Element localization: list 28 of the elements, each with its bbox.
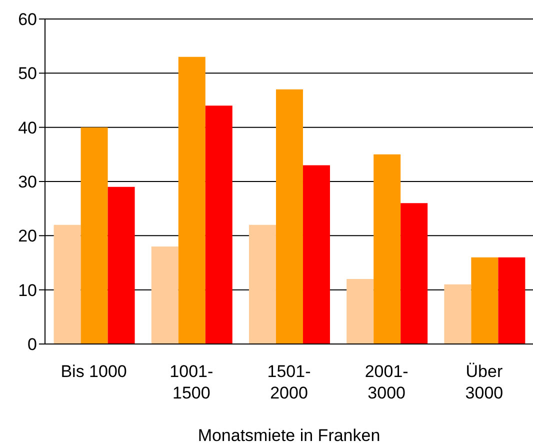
bar	[444, 284, 472, 344]
y-tick-label: 40	[18, 118, 37, 138]
x-tick-label: Bis 1000	[60, 362, 127, 381]
bar	[346, 279, 374, 344]
bar	[471, 257, 498, 344]
y-tick-label: 50	[18, 64, 37, 84]
x-axis-title: Monatsmiete in Franken	[198, 426, 380, 443]
y-tick-label: 10	[18, 280, 37, 300]
bar	[151, 246, 178, 344]
bar	[400, 203, 428, 344]
bar	[178, 56, 206, 344]
bar	[80, 127, 108, 344]
bar	[205, 106, 232, 344]
x-tick-label: Über 3000	[465, 362, 504, 402]
bar	[248, 224, 276, 344]
x-tick-label: 1501- 2000	[267, 362, 311, 402]
x-tick-label: 2001- 3000	[364, 362, 408, 402]
bar	[374, 154, 401, 344]
bar	[498, 257, 526, 344]
bar	[54, 224, 81, 344]
bar	[108, 186, 135, 344]
y-tick-label: 0	[28, 335, 37, 354]
y-tick-label: 20	[18, 226, 37, 246]
y-tick-label: 60	[18, 10, 37, 30]
x-tick-label: 1001- 1500	[170, 362, 214, 402]
bar	[276, 89, 303, 344]
bar	[302, 165, 330, 344]
y-tick-label: 30	[18, 172, 37, 192]
